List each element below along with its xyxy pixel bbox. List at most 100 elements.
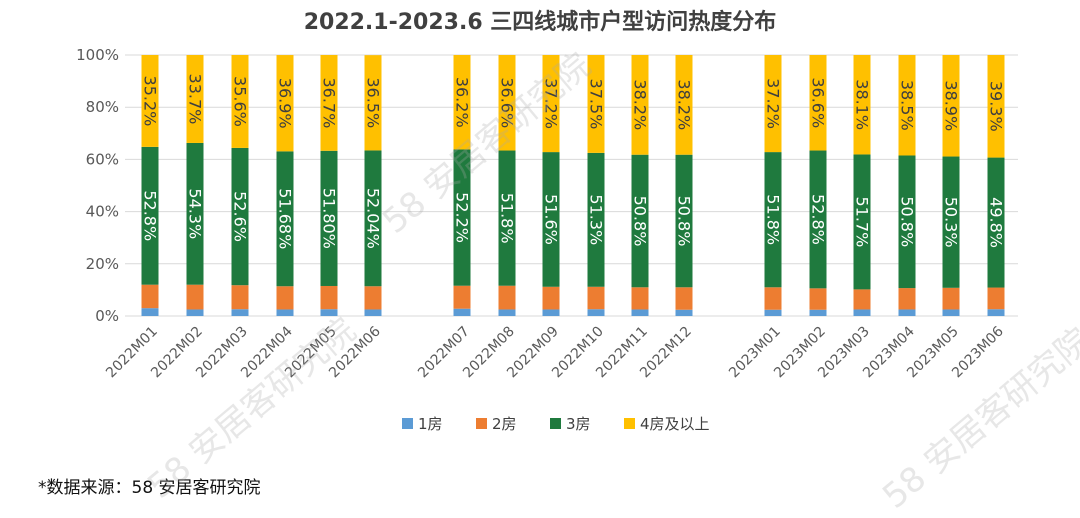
data-label: 33.7% [186,74,205,125]
bar-segment-3 [453,149,471,286]
bar-segment-4 [498,55,516,151]
data-label: 36.7% [320,77,339,128]
bar-segment-2 [942,287,960,310]
bar-segment-1 [631,309,649,316]
bar-segment-2 [809,288,827,310]
bar-segment-1 [809,309,827,316]
legend-label: 4房及以上 [640,415,710,433]
bar-segment-3 [853,154,871,290]
data-label: 38.2% [675,79,694,130]
bar-segment-3 [987,157,1005,288]
bar-segment-2 [320,285,338,310]
bar-segment-1 [453,308,471,316]
data-label: 51.3% [587,194,606,245]
bar-segment-4 [186,55,204,143]
bar-segment-4 [542,55,560,153]
y-tick-label: 40% [86,203,119,221]
data-label: 36.2% [453,77,472,128]
y-tick-label: 100% [76,46,119,64]
stacked-bar-chart: 0%20%40%60%80%100%52.8%35.2%2022M0154.3%… [76,46,1018,433]
bar-segment-3 [364,150,382,287]
bar-segment-1 [231,309,249,316]
bar-segment-2 [764,287,782,310]
data-label: 52.2% [453,192,472,243]
data-label: 50.8% [898,196,917,247]
bar-segment-4 [809,55,827,151]
data-label: 51.6% [542,194,561,245]
bar-segment-2 [231,285,249,310]
bar-segment-2 [898,288,916,310]
bar-segment-1 [764,309,782,316]
bar-segment-4 [675,55,693,155]
data-label: 35.6% [231,76,250,127]
bar-segment-2 [631,287,649,310]
bar-segment-1 [276,309,294,316]
bar-segment-2 [453,285,471,309]
bar-segment-1 [186,309,204,316]
bar-segment-1 [675,309,693,316]
bar-segment-4 [942,55,960,157]
bar-segment-3 [498,150,516,286]
data-label: 52.8% [141,190,160,241]
legend-label: 1房 [418,415,443,433]
legend-label: 2房 [492,415,517,433]
bar-segment-4 [764,55,782,153]
bar-segment-1 [364,309,382,316]
bar-segment-4 [141,55,159,147]
bar-segment-2 [186,284,204,310]
data-label: 36.6% [498,77,517,128]
bar-segment-3 [587,152,605,287]
bar-segment-3 [320,150,338,286]
bar-segment-3 [942,156,960,288]
data-label: 51.8% [498,193,517,244]
legend-swatch [402,418,413,429]
legend-swatch [476,418,487,429]
bar-segment-3 [276,151,294,287]
data-label: 51.7% [853,196,872,247]
bar-segment-1 [587,309,605,316]
bar-segment-3 [764,152,782,288]
bar-segment-1 [898,309,916,316]
data-label: 52.6% [231,191,250,242]
source-note: *数据来源：58 安居客研究院 [38,478,261,498]
data-label: 50.8% [631,196,650,247]
bar-segment-2 [498,285,516,310]
data-label: 36.5% [364,77,383,128]
bar-segment-4 [231,55,249,148]
data-label: 36.6% [809,77,828,128]
y-tick-label: 20% [86,255,119,273]
data-label: 54.3% [186,188,205,239]
bar-segment-2 [853,289,871,310]
data-label: 51.68% [276,188,295,249]
bar-segment-3 [141,146,159,285]
y-tick-label: 80% [86,98,119,116]
bar-segment-3 [186,142,204,285]
bar-segment-4 [853,55,871,155]
data-label: 38.5% [898,80,917,131]
data-label: 50.3% [942,197,961,248]
data-label: 37.2% [542,78,561,129]
bar-segment-4 [987,55,1005,158]
bar-segment-4 [587,55,605,153]
legend-swatch [550,418,561,429]
bar-segment-2 [675,287,693,310]
data-label: 38.9% [942,80,961,131]
bar-segment-3 [675,154,693,288]
y-tick-label: 0% [95,307,119,325]
bar-segment-3 [231,147,249,286]
bar-segment-2 [542,286,560,310]
bar-segment-4 [898,55,916,156]
bar-segment-2 [587,286,605,310]
chart-title: 2022.1-2023.6 三四线城市户型访问热度分布 [303,10,777,35]
bar-segment-2 [987,287,1005,310]
data-label: 49.8% [987,197,1006,248]
bar-segment-1 [853,309,871,316]
bar-segment-1 [320,309,338,316]
data-label: 38.2% [631,79,650,130]
legend-swatch [624,418,635,429]
data-label: 52.8% [809,194,828,245]
data-label: 52.04% [364,188,383,249]
bar-segment-3 [898,155,916,289]
bar-segment-4 [320,55,338,151]
bar-segment-1 [141,308,159,316]
